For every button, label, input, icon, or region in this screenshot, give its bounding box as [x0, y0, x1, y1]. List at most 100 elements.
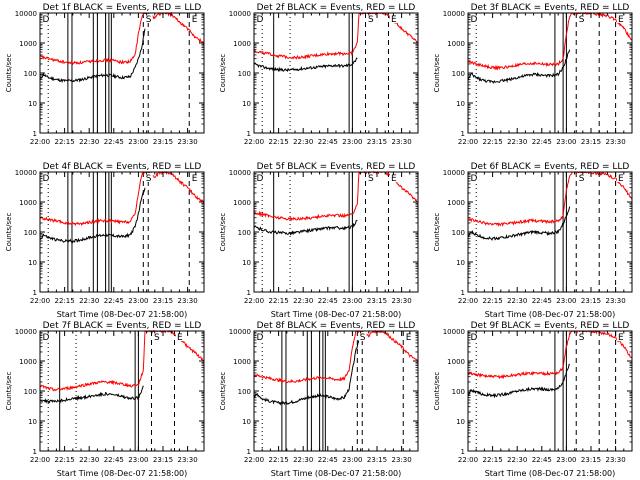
flag-label: D [256, 333, 263, 343]
flag-box [144, 14, 153, 23]
flag-label: D [42, 174, 49, 184]
lld-series-line [253, 329, 419, 384]
panel-title: Det 4f BLACK = Events, RED = LLD [43, 162, 202, 172]
flag-box [469, 14, 478, 23]
flag-box [255, 332, 264, 341]
events-series-line [39, 385, 144, 404]
lld-series-line [467, 171, 633, 228]
x-tick-label: 22:30 [293, 456, 313, 464]
flag-box [469, 332, 478, 341]
x-tick-label: 23:30 [392, 456, 412, 464]
x-tick-label: 23:15 [581, 138, 601, 146]
y-tick-label: 100 [452, 229, 465, 237]
y-tick-label: 1 [247, 448, 251, 456]
flag-label: E [618, 174, 624, 184]
x-tick-label: 22:15 [269, 138, 289, 146]
x-tick-label: 22:45 [104, 138, 124, 146]
x-tick-label: 23:00 [556, 138, 576, 146]
x-tick-label: 23:15 [367, 297, 387, 305]
flag-label: D [470, 333, 477, 343]
y-axis-title: Counts/sec [433, 213, 441, 252]
x-tick-label: 23:00 [128, 138, 148, 146]
flag-box [366, 14, 375, 23]
panel-title: Det 3f BLACK = Events, RED = LLD [471, 3, 630, 13]
x-tick-label: 22:45 [532, 138, 552, 146]
panel-title: Det 6f BLACK = Events, RED = LLD [471, 162, 630, 172]
y-tick-label: 1 [247, 130, 251, 138]
events-series-line [253, 339, 360, 406]
flag-box [255, 14, 264, 23]
flag-box [41, 332, 50, 341]
y-tick-label: 1 [33, 448, 37, 456]
x-tick-label: 22:45 [532, 297, 552, 305]
flag-box [617, 14, 626, 23]
flag-label: D [42, 15, 49, 25]
x-tick-label: 22:00 [244, 456, 264, 464]
flag-box [389, 173, 398, 182]
y-axis-title: Counts/sec [219, 372, 227, 411]
y-tick-label: 10 [456, 259, 465, 267]
x-tick-label: 22:45 [104, 297, 124, 305]
x-tick-label: 22:30 [507, 456, 527, 464]
panel-title: Det 5f BLACK = Events, RED = LLD [257, 162, 416, 172]
x-tick-label: 23:15 [153, 138, 173, 146]
x-tick-label: 22:15 [269, 456, 289, 464]
y-tick-label: 100 [452, 70, 465, 78]
flag-label: E [618, 15, 624, 25]
y-tick-label: 100 [238, 388, 251, 396]
flag-box [41, 14, 50, 23]
y-tick-label: 10000 [443, 169, 465, 177]
detector-panel: Det 9f BLACK = Events, RED = LLD Counts/s… [433, 321, 633, 478]
x-tick-label: 22:30 [79, 138, 99, 146]
flag-box [255, 173, 264, 182]
lld-series-line [467, 11, 633, 71]
plot-frame [39, 330, 205, 452]
y-tick-label: 10000 [15, 328, 37, 336]
y-tick-label: 10 [28, 259, 37, 267]
x-tick-label: 22:00 [30, 456, 50, 464]
y-axis-title: Counts/sec [433, 372, 441, 411]
y-tick-label: 100 [24, 70, 37, 78]
y-axis-title: Counts/sec [5, 213, 13, 252]
detector-panel: Det 7f BLACK = Events, RED = LLD Counts/s… [5, 321, 205, 478]
y-tick-label: 10 [456, 418, 465, 426]
x-tick-label: 22:00 [244, 297, 264, 305]
panel-title: Det 8f BLACK = Events, RED = LLD [257, 321, 416, 331]
y-axis-title: Counts/sec [5, 54, 13, 93]
flag-label: D [256, 174, 263, 184]
plot-frame [39, 171, 205, 293]
plot-frame [467, 330, 633, 452]
flag-label: S [368, 174, 374, 184]
x-tick-label: 22:00 [30, 297, 50, 305]
events-series-line [467, 49, 571, 84]
flag-label: E [391, 15, 397, 25]
x-axis-title: Start Time (08-Dec-07 21:58:00) [57, 310, 188, 319]
y-axis-title: Counts/sec [5, 372, 13, 411]
flag-label: D [256, 15, 263, 25]
y-tick-label: 100 [452, 388, 465, 396]
panel-title: Det 7f BLACK = Events, RED = LLD [43, 321, 202, 331]
flag-label: E [406, 333, 412, 343]
flag-label: S [579, 333, 585, 343]
y-tick-label: 1000 [447, 358, 465, 366]
panel-title: Det 1f BLACK = Events, RED = LLD [43, 3, 202, 13]
flag-box [577, 332, 586, 341]
events-series-line [468, 206, 571, 241]
x-tick-label: 23:30 [178, 297, 198, 305]
x-tick-label: 23:00 [556, 456, 576, 464]
flag-label: E [177, 333, 183, 343]
x-tick-label: 23:15 [367, 138, 387, 146]
y-tick-label: 10000 [443, 10, 465, 18]
x-tick-label: 22:00 [244, 138, 264, 146]
events-series-line [467, 363, 571, 399]
y-axis-title: Counts/sec [219, 213, 227, 252]
x-tick-label: 23:15 [581, 297, 601, 305]
y-tick-label: 1000 [233, 40, 251, 48]
x-tick-label: 22:15 [55, 297, 75, 305]
y-tick-label: 1 [461, 130, 465, 138]
flag-box [190, 14, 199, 23]
flag-label: S [154, 333, 160, 343]
x-tick-label: 22:00 [30, 138, 50, 146]
x-tick-label: 23:30 [606, 138, 626, 146]
